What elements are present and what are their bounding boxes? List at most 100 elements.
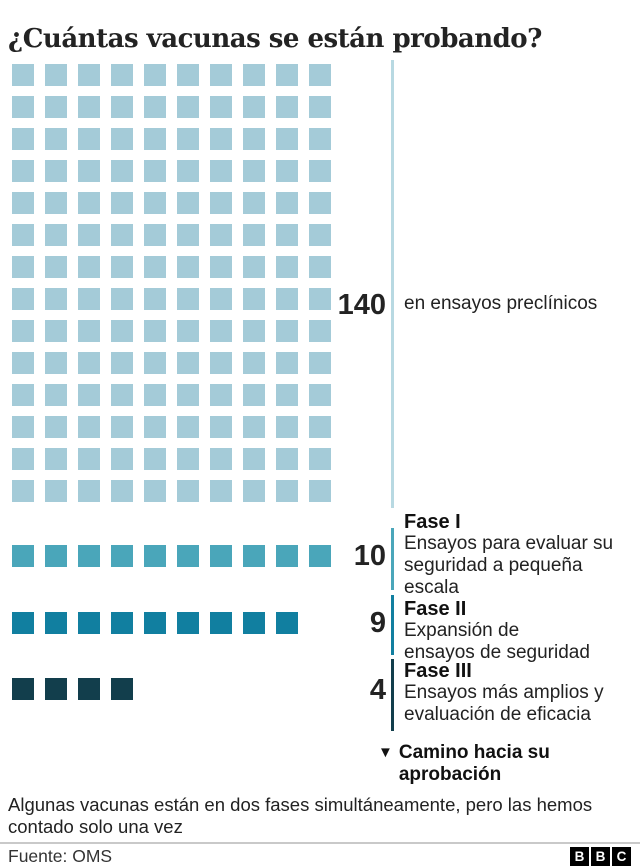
phase-name-fase-1: Fase I <box>404 511 461 533</box>
footnote: Algunas vacunas están en dos fases simul… <box>8 794 593 837</box>
waffle-square <box>177 480 199 502</box>
waffle-square <box>309 128 331 150</box>
bbc-logo-block-3: C <box>612 847 631 866</box>
waffle-square <box>177 224 199 246</box>
phase-description-fase-1: Ensayos para evaluar su seguridad a pequ… <box>404 533 614 598</box>
waffle-square <box>45 128 67 150</box>
axis-line-fase-1 <box>391 528 394 590</box>
waffle-square <box>45 612 67 634</box>
waffle-square <box>45 192 67 214</box>
waffle-square <box>177 64 199 86</box>
waffle-square <box>309 192 331 214</box>
waffle-square <box>144 320 166 342</box>
waffle-square <box>276 288 298 310</box>
waffle-grid-fase-1 <box>12 545 331 567</box>
axis-line-fase-2 <box>391 595 394 655</box>
waffle-square <box>78 224 100 246</box>
waffle-square <box>177 384 199 406</box>
waffle-square <box>177 352 199 374</box>
waffle-square <box>144 224 166 246</box>
waffle-square <box>45 320 67 342</box>
waffle-square <box>177 416 199 438</box>
waffle-square <box>45 480 67 502</box>
waffle-square <box>45 224 67 246</box>
waffle-square <box>177 545 199 567</box>
waffle-square <box>78 384 100 406</box>
waffle-square <box>78 416 100 438</box>
waffle-square <box>12 128 34 150</box>
waffle-square <box>309 480 331 502</box>
waffle-square <box>12 545 34 567</box>
waffle-square <box>111 320 133 342</box>
waffle-square <box>45 384 67 406</box>
waffle-square <box>45 96 67 118</box>
waffle-square <box>111 256 133 278</box>
waffle-square <box>177 320 199 342</box>
waffle-square <box>12 256 34 278</box>
waffle-square <box>243 416 265 438</box>
waffle-square <box>78 128 100 150</box>
waffle-square <box>111 224 133 246</box>
waffle-square <box>111 448 133 470</box>
waffle-square <box>309 160 331 182</box>
waffle-square <box>309 416 331 438</box>
waffle-square <box>243 64 265 86</box>
waffle-square <box>276 320 298 342</box>
waffle-grid-fase-2 <box>12 612 331 634</box>
waffle-grid-fase-3 <box>12 678 331 700</box>
waffle-square <box>78 320 100 342</box>
waffle-square <box>243 480 265 502</box>
count-label-fase-3: 4 <box>369 674 386 706</box>
waffle-square <box>276 448 298 470</box>
waffle-grid-preclinical <box>12 64 331 502</box>
label-block-fase-2: Fase II Expansión de ensayos de segurida… <box>404 598 590 664</box>
waffle-square <box>243 96 265 118</box>
waffle-square <box>276 352 298 374</box>
waffle-square <box>78 64 100 86</box>
waffle-square <box>78 192 100 214</box>
waffle-square <box>243 545 265 567</box>
waffle-square <box>111 160 133 182</box>
waffle-square <box>210 224 232 246</box>
waffle-square <box>111 480 133 502</box>
waffle-square <box>243 160 265 182</box>
waffle-square <box>309 96 331 118</box>
waffle-square <box>78 352 100 374</box>
waffle-square <box>111 192 133 214</box>
label-block-fase-3: Fase III Ensayos más amplios y evaluació… <box>404 660 622 726</box>
waffle-square <box>78 678 100 700</box>
waffle-square <box>243 384 265 406</box>
waffle-square <box>12 64 34 86</box>
waffle-square <box>144 192 166 214</box>
waffle-square <box>210 256 232 278</box>
waffle-square <box>12 448 34 470</box>
phase-name-fase-2: Fase II <box>404 598 467 620</box>
approval-path-note: ▼ Camino hacia su aprobación <box>378 742 571 786</box>
waffle-square <box>243 352 265 374</box>
waffle-square <box>12 192 34 214</box>
waffle-square <box>276 128 298 150</box>
waffle-square <box>177 192 199 214</box>
footer-divider <box>0 842 640 844</box>
waffle-square <box>309 224 331 246</box>
bbc-logo-block-2: B <box>591 847 610 866</box>
waffle-square <box>12 320 34 342</box>
waffle-square <box>276 224 298 246</box>
waffle-square <box>78 545 100 567</box>
waffle-square <box>45 448 67 470</box>
waffle-square <box>12 384 34 406</box>
waffle-square <box>210 128 232 150</box>
source-credit: Fuente: OMS <box>8 846 113 866</box>
waffle-square <box>243 128 265 150</box>
waffle-square <box>210 545 232 567</box>
waffle-square <box>177 96 199 118</box>
waffle-square <box>111 128 133 150</box>
waffle-square <box>276 192 298 214</box>
phase-description-fase-2: Expansión de ensayos de seguridad <box>404 620 590 663</box>
waffle-square <box>12 612 34 634</box>
count-label-preclinical: 140 <box>337 289 386 321</box>
waffle-square <box>144 416 166 438</box>
waffle-square <box>309 64 331 86</box>
waffle-square <box>177 128 199 150</box>
count-label-fase-1: 10 <box>353 540 386 572</box>
